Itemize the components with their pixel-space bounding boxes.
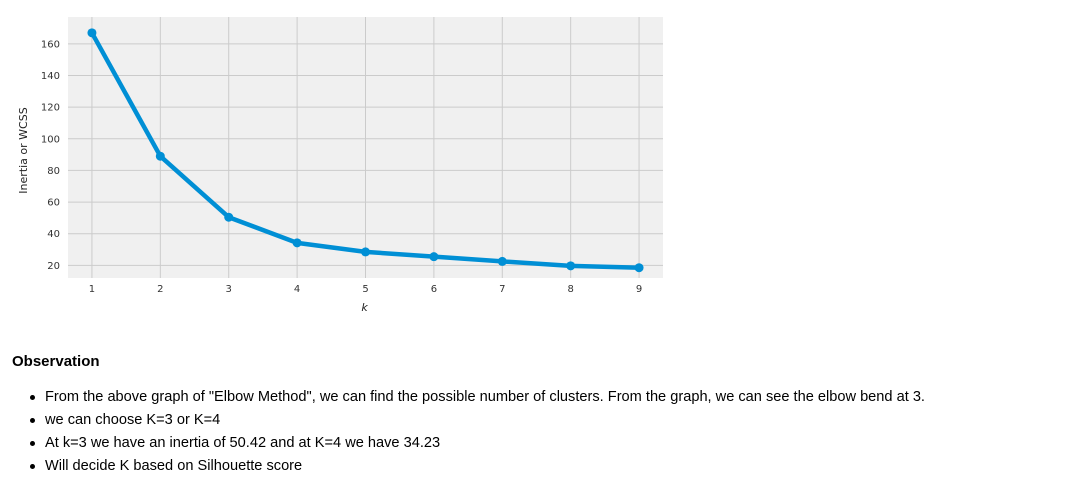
data-point <box>429 252 439 262</box>
y-tick-label: 20 <box>47 261 60 272</box>
data-point <box>566 261 576 271</box>
observation-list: From the above graph of "Elbow Method", … <box>12 386 1062 478</box>
observation-item: From the above graph of "Elbow Method", … <box>12 386 1062 409</box>
y-tick-label: 100 <box>41 134 60 145</box>
y-tick-label: 140 <box>41 71 60 82</box>
x-tick-label: 1 <box>89 284 95 295</box>
x-axis-label: k <box>361 301 368 314</box>
x-tick-label: 5 <box>362 284 368 295</box>
data-point <box>224 212 234 222</box>
x-tick-label: 8 <box>567 284 573 295</box>
elbow-chart: 1 2 3 4 5 6 7 8 9 20 40 60 80 100 120 140 160 k Inertia… <box>17 17 663 314</box>
y-tick-label: 80 <box>47 166 60 177</box>
y-tick-label: 40 <box>47 229 60 240</box>
observation-item: At k=3 we have an inertia of 50.42 and a… <box>12 432 1062 455</box>
x-tick-label: 9 <box>636 284 642 295</box>
data-point <box>155 151 165 161</box>
observation-heading: Observation <box>12 353 100 370</box>
x-tick-label: 7 <box>499 284 505 295</box>
x-axis-ticks: 1 2 3 4 5 6 7 8 9 <box>89 284 643 295</box>
y-tick-label: 160 <box>41 39 60 50</box>
y-tick-label: 120 <box>41 103 60 114</box>
y-tick-label: 60 <box>47 198 60 209</box>
data-point <box>497 256 507 266</box>
x-tick-label: 3 <box>226 284 232 295</box>
x-tick-label: 2 <box>157 284 163 295</box>
y-axis-label: Inertia or WCSS <box>17 107 30 193</box>
x-tick-label: 4 <box>294 284 300 295</box>
x-tick-label: 6 <box>431 284 437 295</box>
data-point <box>634 263 644 273</box>
data-point <box>292 238 302 248</box>
y-axis-ticks: 20 40 60 80 100 120 140 160 <box>41 39 60 271</box>
data-points <box>87 28 644 273</box>
data-point <box>87 28 97 38</box>
observation-item: Will decide K based on Silhouette score <box>12 455 1062 478</box>
data-point <box>361 247 370 257</box>
observation-item: we can choose K=3 or K=4 <box>12 409 1062 432</box>
